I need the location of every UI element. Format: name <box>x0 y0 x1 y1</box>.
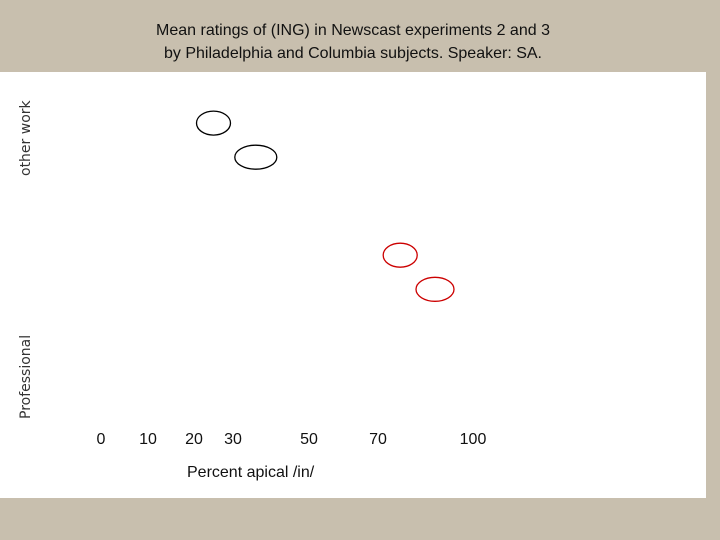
x-tick-label: 100 <box>459 431 487 448</box>
x-tick-label: 50 <box>300 431 318 448</box>
data-point <box>234 144 278 170</box>
chart-title-line-2: by Philadelphia and Columbia subjects. S… <box>164 45 542 62</box>
x-tick-label: 10 <box>139 431 157 448</box>
data-point <box>195 110 232 136</box>
x-axis-label: Percent apical /in/ <box>187 464 315 481</box>
x-tick-label: 70 <box>369 431 387 448</box>
chart-title-line-1: Mean ratings of (ING) in Newscast experi… <box>156 22 550 39</box>
y-axis-label-bottom: Professional <box>18 334 34 419</box>
title-band: Mean ratings of (ING) in Newscast experi… <box>0 0 720 72</box>
plot-area <box>0 72 706 498</box>
x-tick-label: 0 <box>96 431 106 448</box>
x-tick-label: 20 <box>185 431 203 448</box>
x-tick-label: 30 <box>224 431 242 448</box>
y-axis-label-top: other work <box>18 100 34 176</box>
data-point <box>382 242 418 268</box>
data-point <box>415 276 455 302</box>
